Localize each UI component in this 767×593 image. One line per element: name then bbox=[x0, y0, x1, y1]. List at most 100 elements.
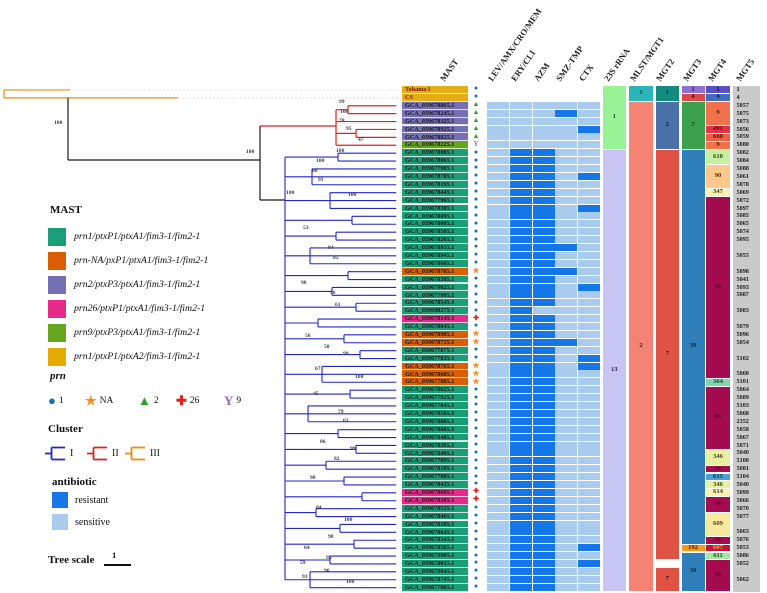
mgt5-value: 5102 bbox=[736, 354, 749, 362]
amr-cell bbox=[509, 433, 532, 441]
bootstrap-value: 100 bbox=[246, 149, 255, 155]
amr-cell bbox=[509, 567, 532, 575]
amr-cell bbox=[555, 204, 578, 212]
amr-cell bbox=[532, 544, 555, 552]
amr-cell bbox=[555, 409, 578, 417]
amr-cell bbox=[509, 125, 532, 133]
prn-glyph-1: ● bbox=[473, 258, 479, 267]
bootstrap-value: 100 bbox=[316, 158, 325, 164]
amr-cell bbox=[487, 307, 509, 315]
amr-cell bbox=[555, 291, 578, 299]
mgt5-value: 5098 bbox=[736, 267, 749, 275]
amr-cell bbox=[578, 283, 601, 291]
amr-cell bbox=[487, 402, 509, 410]
prn-glyph-1: ● bbox=[473, 274, 479, 282]
prn-glyph-2: ▲ bbox=[472, 131, 480, 140]
amr-cell bbox=[578, 338, 601, 346]
amr-cell bbox=[487, 409, 509, 417]
amr-cell bbox=[578, 109, 601, 117]
amr-cell bbox=[487, 496, 509, 504]
amr-cell bbox=[555, 512, 578, 520]
bootstrap-value: 100 bbox=[286, 190, 295, 196]
prn-glyph-1: ● bbox=[473, 84, 479, 93]
amr-cell bbox=[555, 283, 578, 291]
amr-cell bbox=[555, 567, 578, 575]
prn-glyph-2: ▲ bbox=[472, 123, 480, 132]
amr-cell bbox=[509, 236, 532, 244]
amr-cell bbox=[509, 133, 532, 141]
tip-label: GCA_039678545.1 bbox=[402, 299, 468, 308]
amr-cell bbox=[578, 441, 601, 449]
tip-label: GCA_039677885.1 bbox=[402, 378, 468, 387]
amr-cell bbox=[555, 473, 578, 481]
amr-cell bbox=[532, 180, 555, 188]
amr-cell bbox=[509, 196, 532, 204]
antibiotic-item-label: sensitive bbox=[75, 516, 110, 528]
amr-cell bbox=[578, 330, 601, 338]
mgt5-value: 5040 bbox=[736, 449, 749, 457]
amr-cell bbox=[578, 204, 601, 212]
tip-label: GCA_039678725.1 bbox=[402, 338, 468, 347]
amr-cell bbox=[555, 354, 578, 362]
bootstrap-value: 100 bbox=[355, 374, 364, 380]
amr-cell bbox=[509, 449, 532, 457]
bootstrap-value: 86 bbox=[320, 439, 326, 445]
prn-glyph-1: ● bbox=[473, 353, 479, 361]
amr-cell bbox=[555, 133, 578, 141]
amr-cell bbox=[532, 157, 555, 165]
amr-cell bbox=[509, 496, 532, 504]
cluster-i-branches bbox=[284, 152, 396, 589]
tip-label: GCA_039678745.1 bbox=[402, 575, 468, 584]
amr-cell bbox=[532, 512, 555, 520]
bootstrap-value: 84 bbox=[328, 245, 334, 251]
tip-label: GCA_039678625.1 bbox=[402, 386, 468, 395]
mgt5-value: 5089 bbox=[736, 394, 749, 402]
amr-cell bbox=[509, 149, 532, 157]
tip-label: GCA_039678265.1 bbox=[402, 236, 468, 244]
amr-cell bbox=[532, 378, 555, 386]
amr-cell bbox=[578, 488, 601, 496]
prn-glyph-1: ● bbox=[473, 242, 479, 251]
amr-cell bbox=[578, 172, 601, 180]
prn-glyph-1: ● bbox=[473, 305, 479, 314]
amr-cell bbox=[578, 307, 601, 315]
prn-glyph-1: ● bbox=[473, 463, 479, 472]
amr-cell bbox=[487, 109, 509, 117]
typing-segment-mgt4: 364 bbox=[706, 378, 730, 386]
prn-glyph-26: ✚ bbox=[473, 313, 479, 322]
amr-cell bbox=[578, 244, 601, 252]
amr-cell bbox=[487, 330, 509, 338]
cluster-legend-item: III bbox=[124, 446, 160, 461]
tip-label: GCA_039678385.1 bbox=[402, 275, 468, 284]
typing-segment-mgt3: 30 bbox=[681, 149, 705, 544]
amr-cell bbox=[555, 307, 578, 315]
bootstrap-value: 56 bbox=[305, 333, 311, 339]
amr-cell bbox=[509, 370, 532, 378]
amr-cell bbox=[509, 299, 532, 307]
prn-glyph-2: ▲ bbox=[472, 100, 480, 109]
tip-label: GCA_039678195.1 bbox=[402, 180, 468, 189]
amr-cell bbox=[509, 354, 532, 362]
amr-cell bbox=[555, 394, 578, 402]
amr-cell bbox=[487, 157, 509, 165]
tip-label: GCA_039677995.1 bbox=[402, 291, 468, 300]
amr-cell bbox=[509, 188, 532, 196]
bootstrap-value: 95 bbox=[326, 555, 332, 561]
amr-cell bbox=[532, 244, 555, 252]
typing-segment-mgt4: 9 bbox=[706, 141, 730, 149]
amr-cell bbox=[487, 204, 509, 212]
amr-cell bbox=[578, 449, 601, 457]
prn-glyph-1: ● bbox=[473, 550, 479, 559]
amr-cell bbox=[578, 275, 601, 283]
bootstrap-value: 96 bbox=[324, 568, 330, 574]
mast-swatch bbox=[48, 300, 66, 318]
amr-cell bbox=[487, 417, 509, 425]
prn-glyph-1: ● bbox=[473, 518, 479, 527]
prn-glyph-9: Y bbox=[473, 139, 479, 148]
amr-cell bbox=[532, 457, 555, 465]
amr-cell bbox=[578, 417, 601, 425]
prn-glyph-1: ● bbox=[473, 321, 479, 330]
prn-glyph-1: ● bbox=[473, 566, 479, 575]
cluster-bracket-icon bbox=[125, 446, 145, 461]
amr-cell bbox=[578, 409, 601, 417]
